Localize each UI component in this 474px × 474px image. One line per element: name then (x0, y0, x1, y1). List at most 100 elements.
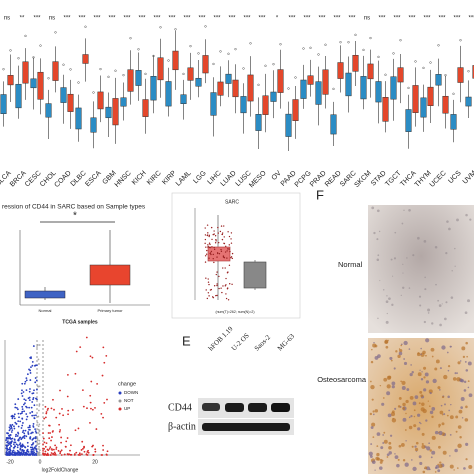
volcano-point (44, 405, 47, 408)
significance: *** (228, 16, 236, 22)
jitter-point (204, 227, 206, 229)
panel-title: ression of CD44 in SARC based on Sample … (2, 204, 146, 211)
volcano-point (31, 431, 34, 434)
volcano-point (59, 429, 62, 431)
stain (369, 412, 373, 416)
volcano-point (30, 366, 32, 368)
stain (443, 413, 446, 416)
significance: *** (78, 16, 86, 22)
box (435, 74, 442, 86)
jitter-point (227, 248, 229, 250)
stain (424, 372, 429, 377)
volcano-point (18, 443, 21, 446)
outlier (122, 74, 125, 77)
volcano-point (9, 433, 12, 436)
stain (385, 300, 389, 304)
category: KIRC (146, 170, 163, 187)
volcano-point (15, 453, 18, 456)
band (271, 403, 290, 412)
stain (402, 263, 404, 265)
significance: *** (453, 16, 461, 22)
stain (455, 415, 459, 419)
stain (388, 445, 392, 450)
stain (419, 390, 423, 394)
volcano-point (31, 450, 34, 453)
volcano-point (14, 441, 17, 444)
volcano-point (21, 382, 24, 385)
volcano-point (59, 389, 61, 392)
stain (417, 413, 421, 417)
stain (396, 463, 400, 468)
volcano-point (13, 413, 16, 416)
stain (391, 303, 394, 306)
volcano-point (90, 380, 93, 383)
jitter-point (209, 243, 211, 246)
outlier (32, 56, 35, 59)
significance: *** (93, 16, 101, 22)
volcano-point (29, 388, 31, 390)
panel-label: E (182, 333, 191, 348)
volcano-point (81, 440, 84, 443)
jitter-point (208, 234, 211, 237)
stain (421, 444, 426, 449)
outlier (452, 92, 455, 95)
stain (461, 346, 466, 351)
stain (386, 384, 391, 389)
outlier (69, 68, 72, 71)
box (270, 91, 277, 102)
volcano-point (31, 452, 34, 455)
volcano-point (19, 448, 22, 451)
jitter-point (222, 267, 224, 269)
volcano-point (81, 453, 83, 456)
volcano-point (50, 439, 52, 442)
stain (371, 422, 376, 427)
volcano-point (16, 452, 19, 455)
significance: *** (168, 16, 176, 22)
volcano-point (60, 441, 62, 444)
volcano-point (55, 416, 58, 419)
volcano-point (66, 373, 69, 376)
outlier (324, 43, 327, 46)
volcano-point (32, 426, 35, 428)
category: LGG (192, 170, 207, 185)
volcano-point (50, 448, 53, 450)
cell-line: MG-63 (276, 332, 297, 353)
volcano-point (19, 420, 22, 423)
jitter-point (204, 255, 207, 257)
volcano-point (14, 435, 17, 438)
significance: *** (33, 16, 41, 22)
significance: *** (153, 16, 161, 22)
volcano-point (48, 447, 51, 450)
volcano-point (35, 379, 38, 382)
box (142, 99, 149, 117)
stain (417, 236, 420, 240)
stain (424, 288, 427, 291)
stain (449, 455, 451, 457)
jitter-point (210, 250, 213, 253)
volcano-point (25, 377, 28, 380)
outlier (362, 48, 365, 52)
stain (441, 422, 445, 426)
volcano-point (16, 435, 19, 437)
outlier (459, 39, 462, 42)
volcano-point (92, 454, 95, 456)
volcano-point (38, 433, 41, 436)
stain (419, 369, 421, 371)
stain (448, 409, 450, 412)
outlier (369, 36, 372, 40)
volcano-point (9, 443, 11, 446)
volcano-point (86, 407, 88, 410)
jitter-point (219, 230, 222, 233)
stain (403, 361, 408, 366)
jitter-point (204, 261, 207, 263)
x-label: TCGA samples (62, 319, 98, 325)
stain (464, 311, 468, 315)
stain (467, 386, 470, 389)
box (0, 94, 7, 114)
volcano-point (39, 449, 41, 452)
volcano-point (49, 446, 52, 449)
jitter-point (209, 289, 212, 291)
outlier (422, 66, 425, 70)
volcano-point (17, 398, 20, 400)
volcano-point (15, 443, 18, 446)
